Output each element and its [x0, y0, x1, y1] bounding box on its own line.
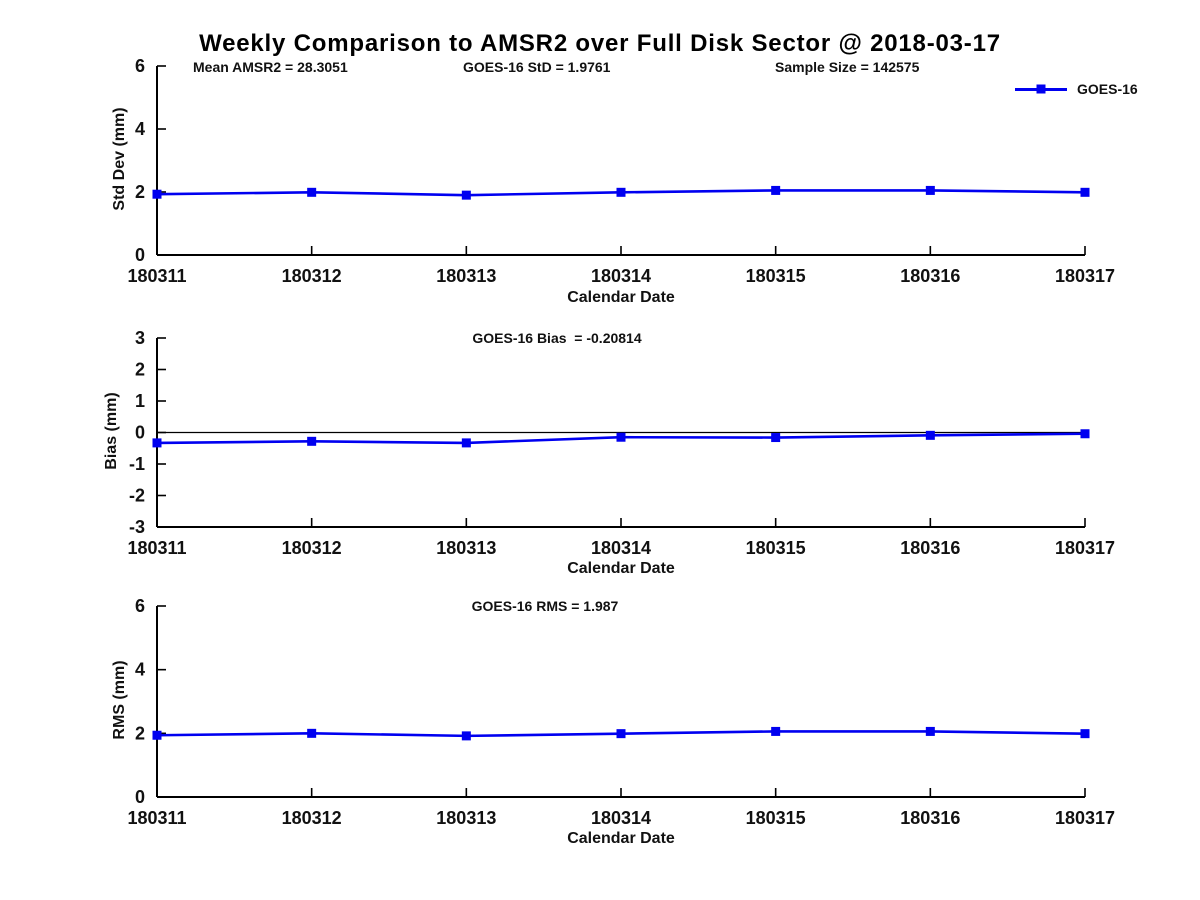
ylabel-rms: RMS (mm) [111, 660, 128, 740]
y-tick-label: 2 [135, 182, 145, 202]
y-tick-label: 0 [135, 423, 145, 443]
xlabel-bias: Calendar Date [567, 560, 675, 577]
x-tick-label: 180312 [282, 808, 342, 828]
x-tick-label: 180311 [127, 808, 186, 828]
x-tick-label: 180316 [900, 808, 960, 828]
data-point-marker [152, 189, 162, 199]
y-tick-label: 2 [135, 723, 145, 743]
y-tick-label: 3 [135, 328, 145, 348]
y-tick-label: 2 [135, 360, 145, 380]
data-point-marker [925, 430, 935, 440]
x-tick-label: 180312 [282, 538, 342, 558]
x-tick-label: 180315 [746, 266, 806, 286]
annotation-goes16-std: GOES-16 StD = 1.9761 [463, 59, 611, 75]
y-tick-label: 4 [135, 119, 145, 139]
data-point-marker [616, 432, 626, 442]
x-tick-label: 180313 [436, 808, 496, 828]
data-point-marker [307, 728, 317, 738]
xlabel-std-dev: Calendar Date [567, 289, 675, 306]
y-tick-label: 0 [135, 245, 145, 265]
data-point-marker [771, 726, 781, 736]
y-tick-label: -1 [129, 454, 145, 474]
data-point-marker [616, 187, 626, 197]
data-point-marker [925, 185, 935, 195]
y-tick-label: 1 [135, 391, 145, 411]
legend-line-sample-icon [1015, 84, 1067, 94]
bias-subplot-title: GOES-16 Bias = -0.20814 [472, 330, 642, 346]
data-point-marker [925, 726, 935, 736]
data-point-marker [1080, 729, 1090, 739]
y-tick-label: 6 [135, 596, 145, 616]
y-tick-label: -3 [129, 517, 145, 537]
x-tick-label: 180314 [591, 538, 651, 558]
x-tick-label: 180313 [436, 538, 496, 558]
rms-subplot-title: GOES-16 RMS = 1.987 [471, 598, 619, 614]
data-point-marker [1080, 429, 1090, 439]
y-tick-label: 0 [135, 787, 145, 807]
data-point-marker [461, 190, 471, 200]
ylabel-bias: Bias (mm) [103, 392, 120, 470]
x-tick-label: 180317 [1055, 808, 1115, 828]
figure-title: Weekly Comparison to AMSR2 over Full Dis… [199, 30, 1001, 57]
xlabel-rms: Calendar Date [567, 830, 675, 847]
x-tick-label: 180313 [436, 266, 496, 286]
x-tick-label: 180314 [591, 266, 651, 286]
data-point-marker [307, 436, 317, 446]
x-tick-label: 180311 [127, 266, 186, 286]
annotation-sample-size: Sample Size = 142575 [775, 59, 920, 75]
annotation-mean-amsr2: Mean AMSR2 = 28.3051 [193, 59, 348, 75]
y-tick-label: 4 [135, 660, 145, 680]
y-tick-label: 6 [135, 56, 145, 76]
data-point-marker [461, 438, 471, 448]
y-tick-label: -2 [129, 486, 145, 506]
data-point-marker [307, 187, 317, 197]
x-tick-label: 180315 [746, 808, 806, 828]
x-tick-label: 180311 [127, 538, 186, 558]
x-tick-label: 180312 [282, 266, 342, 286]
data-point-marker [152, 730, 162, 740]
x-tick-label: 180317 [1055, 266, 1115, 286]
x-tick-label: 180317 [1055, 538, 1115, 558]
data-point-marker [771, 433, 781, 443]
data-point-marker [771, 185, 781, 195]
data-point-marker [461, 731, 471, 741]
data-point-marker [152, 438, 162, 448]
legend: GOES-16 [1015, 81, 1138, 97]
data-point-marker [616, 729, 626, 739]
x-tick-label: 180316 [900, 266, 960, 286]
ylabel-std-dev: Std Dev (mm) [111, 107, 128, 211]
x-tick-label: 180314 [591, 808, 651, 828]
legend-label: GOES-16 [1077, 81, 1138, 97]
legend-square-marker-icon [1036, 84, 1046, 94]
x-tick-label: 180316 [900, 538, 960, 558]
data-point-marker [1080, 187, 1090, 197]
x-tick-label: 180315 [746, 538, 806, 558]
